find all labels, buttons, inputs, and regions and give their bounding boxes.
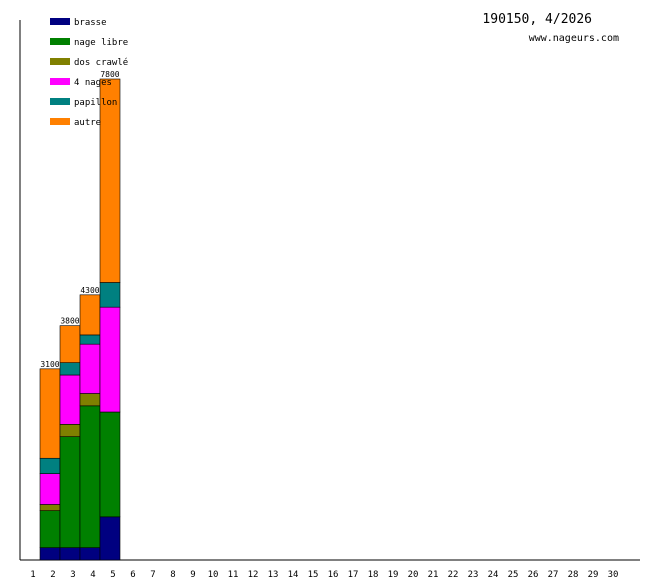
x-tick-label: 17 (348, 570, 359, 580)
x-tick-label: 23 (468, 570, 479, 580)
legend: brasse nage libre dos crawlé 4 nages papillo… (50, 18, 128, 128)
x-tick-label: 7 (150, 570, 155, 580)
x-tick-label: 6 (130, 570, 135, 580)
bar-segment (79, 405, 101, 548)
bar-segment (59, 547, 81, 561)
x-tick-label: 4 (90, 570, 95, 580)
legend-label: autre (74, 118, 101, 128)
legend-label: nage libre (74, 38, 128, 48)
x-tick-label: 14 (288, 570, 299, 580)
legend-swatch (50, 98, 70, 105)
bar-total-label: 4300 (80, 286, 99, 295)
x-tick-label: 25 (508, 570, 519, 580)
legend-label: dos crawlé (74, 57, 128, 68)
x-tick-label: 8 (170, 570, 175, 580)
bar-segment (39, 504, 61, 511)
bar-total-label: 3800 (60, 317, 79, 326)
legend-label: 4 nages (74, 78, 112, 88)
plot-area: 1 3100 2 3800 3 4300 4 7800 5 6 7 8 9 10 11 12 13 14 15 16 1… (19, 20, 640, 580)
bar-segment (99, 306, 121, 413)
bar-segment (79, 294, 101, 336)
x-tick-label: 26 (528, 570, 539, 580)
legend-swatch (50, 118, 70, 125)
chart-title: 190150, 4/2026 (482, 12, 592, 27)
x-tick-label: 16 (328, 570, 339, 580)
x-tick-label: 29 (588, 570, 599, 580)
bar-segment (59, 436, 81, 548)
bar-segment (99, 516, 121, 561)
bar-segment (99, 282, 121, 308)
x-tick-label: 15 (308, 570, 319, 580)
x-tick-label: 27 (548, 570, 559, 580)
x-tick-label: 19 (388, 570, 399, 580)
bar-total-label: 7800 (100, 70, 119, 79)
bar-segment (79, 343, 101, 394)
legend-swatch (50, 58, 70, 65)
bar-segment (39, 473, 61, 505)
x-tick-label: 20 (408, 570, 419, 580)
bar-segment (59, 424, 81, 437)
x-tick-label: 21 (428, 570, 439, 580)
x-tick-label: 10 (208, 570, 219, 580)
x-tick-label: 11 (228, 570, 239, 580)
bar-segment (39, 510, 61, 548)
legend-swatch (50, 18, 70, 25)
bar-segment (59, 325, 81, 363)
x-tick-label: 22 (448, 570, 459, 580)
x-tick-label: 12 (248, 570, 259, 580)
bar-segment (39, 457, 61, 474)
x-tick-label: 13 (268, 570, 279, 580)
bar-total-label: 3100 (40, 360, 59, 369)
bar-segment (59, 362, 81, 376)
bar-segment (79, 547, 101, 561)
legend-swatch (50, 38, 70, 45)
bar-segment (59, 374, 81, 425)
x-tick-label: 5 (110, 570, 115, 580)
x-tick-label: 2 (50, 570, 55, 580)
x-tick-label: 18 (368, 570, 379, 580)
x-tick-label: 30 (608, 570, 619, 580)
x-tick-label: 3 (70, 570, 75, 580)
bar-segment (79, 334, 101, 345)
x-tick-label: 9 (190, 570, 195, 580)
site-label: www.nageurs.com (529, 33, 619, 44)
x-tick-label: 1 (30, 570, 35, 580)
x-tick-label: 28 (568, 570, 579, 580)
bar-segment (99, 411, 121, 518)
bar-segment (39, 547, 61, 561)
bar-segment (99, 78, 121, 283)
legend-swatch (50, 78, 70, 85)
legend-label: brasse (74, 18, 107, 28)
bar-segment (79, 393, 101, 407)
x-tick-label: 24 (488, 570, 499, 580)
bar-segment (39, 368, 61, 459)
legend-label: papillon (74, 98, 117, 108)
